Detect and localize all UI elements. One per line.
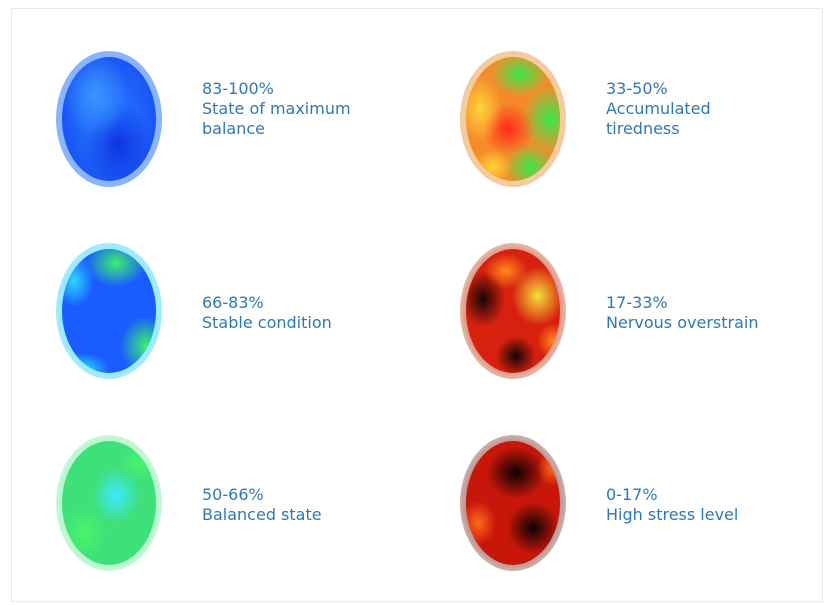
state-range: 83-100% [202, 79, 274, 98]
red-black-aura-orb-icon [458, 241, 568, 381]
state-description-line: High stress level [606, 505, 739, 524]
state-range: 33-50% [606, 79, 668, 98]
blue-green-aura-orb-icon [54, 241, 164, 381]
blue-aura-orb-icon [54, 49, 164, 189]
dark-red-aura-orb-icon [458, 433, 568, 573]
stress-legend-panel: 83-100% State of maximum balance [11, 8, 823, 602]
state-range: 66-83% [202, 293, 264, 312]
state-description-line: balance [202, 119, 265, 138]
state-description-line: Accumulated [606, 99, 711, 118]
state-description-line: State of maximum [202, 99, 351, 118]
state-range: 50-66% [202, 485, 264, 504]
state-description-line: Nervous overstrain [606, 313, 759, 332]
state-description-line: Balanced state [202, 505, 322, 524]
state-description-line: Stable condition [202, 313, 332, 332]
green-aura-orb-icon [54, 433, 164, 573]
state-range: 0-17% [606, 485, 658, 504]
state-description-line: tiredness [606, 119, 680, 138]
state-range: 17-33% [606, 293, 668, 312]
orange-green-aura-orb-icon [458, 49, 568, 189]
